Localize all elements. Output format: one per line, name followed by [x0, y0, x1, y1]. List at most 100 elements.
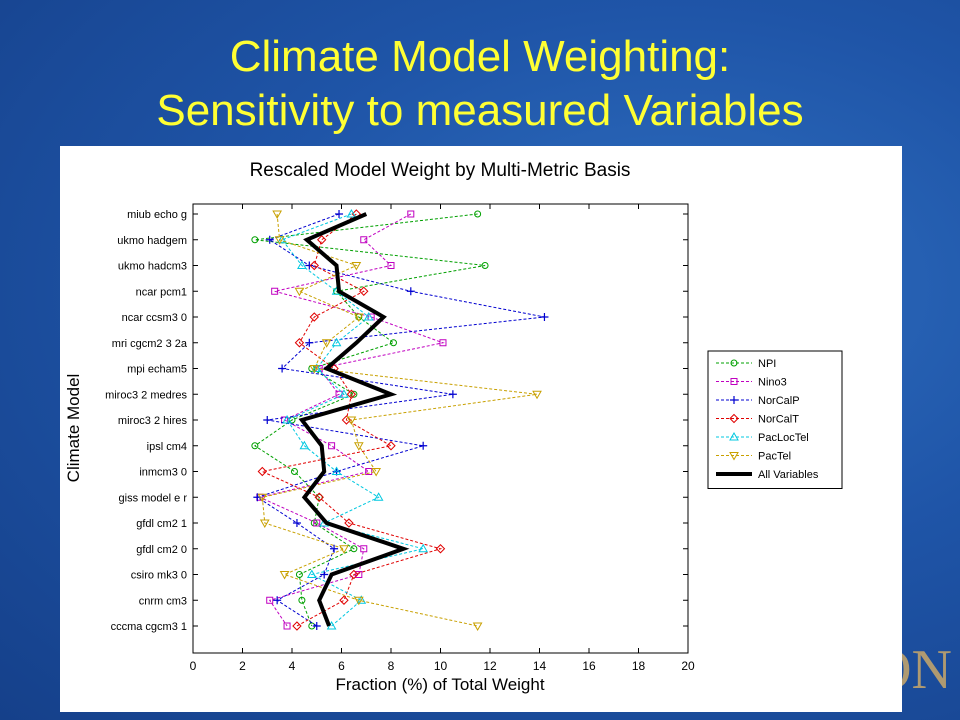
- data-point: [351, 262, 362, 271]
- data-point: [313, 519, 321, 527]
- x-tick-label: 16: [582, 659, 596, 673]
- data-point: [350, 545, 358, 553]
- data-point: [306, 569, 317, 578]
- x-tick-label: 14: [533, 659, 547, 673]
- data-point: [290, 468, 298, 475]
- data-point: [283, 622, 291, 630]
- chart-svg: Rescaled Model Weight by Multi-Metric Ba…: [64, 160, 843, 694]
- data-point: [294, 287, 305, 297]
- x-tick-label: 0: [190, 659, 197, 673]
- data-point: [265, 235, 274, 244]
- data-point: [299, 440, 310, 450]
- data-point: [314, 492, 324, 502]
- data-point: [292, 519, 301, 527]
- series-line: [298, 212, 410, 627]
- data-point: [371, 468, 382, 477]
- data-point: [298, 596, 306, 604]
- plot-area: [192, 203, 689, 654]
- data-point: [282, 414, 292, 424]
- y-tick-label: giss model e r: [119, 492, 188, 504]
- data-point: [406, 287, 415, 296]
- y-tick-label: gfdl cm2 1: [136, 518, 187, 530]
- data-point: [339, 545, 349, 554]
- data-point: [316, 235, 327, 245]
- data-point: [297, 260, 307, 269]
- data-point: [330, 544, 339, 553]
- y-tick-label: ncar pcm1: [136, 286, 187, 298]
- chart-title: Rescaled Model Weight by Multi-Metric Ba…: [250, 160, 631, 181]
- x-tick-label: 4: [289, 659, 296, 673]
- chart-panel: Rescaled Model Weight by Multi-Metric Ba…: [60, 146, 902, 712]
- data-point: [481, 262, 489, 269]
- y-tick-labels: miub echo g ukmo hadgem ukmo hadcm3 ncar pc…: [105, 209, 188, 633]
- data-point: [341, 415, 352, 425]
- data-point: [532, 390, 542, 400]
- data-point: [387, 262, 395, 269]
- data-point: [259, 519, 270, 529]
- slide-title: Climate Model Weighting: Sensitivity to …: [0, 30, 960, 138]
- axis-ticks: [192, 204, 689, 653]
- series-norcalp: [253, 210, 549, 630]
- data-point: [346, 389, 357, 399]
- data-point: [309, 365, 320, 374]
- y-tick-label: ncar ccsm3 0: [122, 312, 187, 324]
- x-tick-label: 6: [338, 659, 345, 673]
- data-point: [353, 313, 364, 323]
- data-point: [274, 236, 285, 245]
- data-point: [335, 210, 344, 218]
- data-point: [271, 287, 279, 295]
- data-point: [730, 378, 738, 385]
- data-point: [729, 413, 739, 424]
- y-tick-label: miub echo g: [127, 209, 187, 221]
- y-tick-label: csiro mk3 0: [131, 570, 187, 582]
- x-tick-label: 12: [483, 659, 497, 673]
- x-tick-label: 20: [681, 659, 695, 673]
- data-point: [331, 337, 342, 347]
- data-point: [305, 338, 314, 347]
- y-tick-label: ukmo hadcm3: [118, 261, 187, 273]
- data-point: [346, 208, 357, 218]
- data-point: [339, 595, 349, 605]
- series-all-variables: [298, 212, 410, 627]
- data-point: [359, 286, 369, 296]
- legend-label: All Variables: [758, 469, 819, 481]
- data-point: [346, 416, 357, 426]
- data-point: [328, 442, 336, 450]
- data-point: [292, 621, 302, 631]
- series-pacloctel: [277, 208, 429, 630]
- data-point: [353, 442, 364, 451]
- data-point: [251, 236, 259, 244]
- data-point: [257, 466, 268, 477]
- series-line: [281, 213, 424, 627]
- data-point: [386, 441, 396, 451]
- legend-box: [707, 350, 843, 489]
- series-line: [254, 213, 486, 627]
- y-tick-label: miroc3 2 medres: [105, 389, 187, 401]
- y-axis-label: Climate Model: [64, 374, 83, 483]
- data-point: [407, 210, 415, 218]
- data-point: [353, 596, 364, 606]
- data-point: [418, 543, 429, 553]
- data-point: [474, 210, 482, 218]
- y-tick-label: ukmo hadgem: [117, 235, 187, 247]
- data-point: [277, 234, 287, 244]
- data-point: [309, 312, 319, 322]
- data-point: [730, 396, 738, 404]
- data-point: [363, 311, 374, 321]
- data-point: [729, 452, 739, 461]
- y-tick-label: mri cgcm2 3 2a: [112, 338, 188, 350]
- legend-label: PacLocTel: [758, 432, 809, 444]
- legend-label: NorCalP: [758, 395, 800, 407]
- data-point: [360, 236, 368, 244]
- data-point: [294, 338, 305, 348]
- data-point: [355, 571, 363, 578]
- data-point: [311, 363, 322, 372]
- data-point: [315, 493, 323, 501]
- y-tick-label: cccma cgcm3 1: [111, 621, 187, 633]
- legend-label: PacTel: [758, 451, 791, 463]
- data-point: [312, 622, 321, 630]
- data-point: [339, 389, 349, 398]
- slide-title-line-2: Sensitivity to measured Variables: [156, 86, 804, 135]
- data-point: [365, 468, 373, 475]
- x-tick-label: 2: [239, 659, 246, 673]
